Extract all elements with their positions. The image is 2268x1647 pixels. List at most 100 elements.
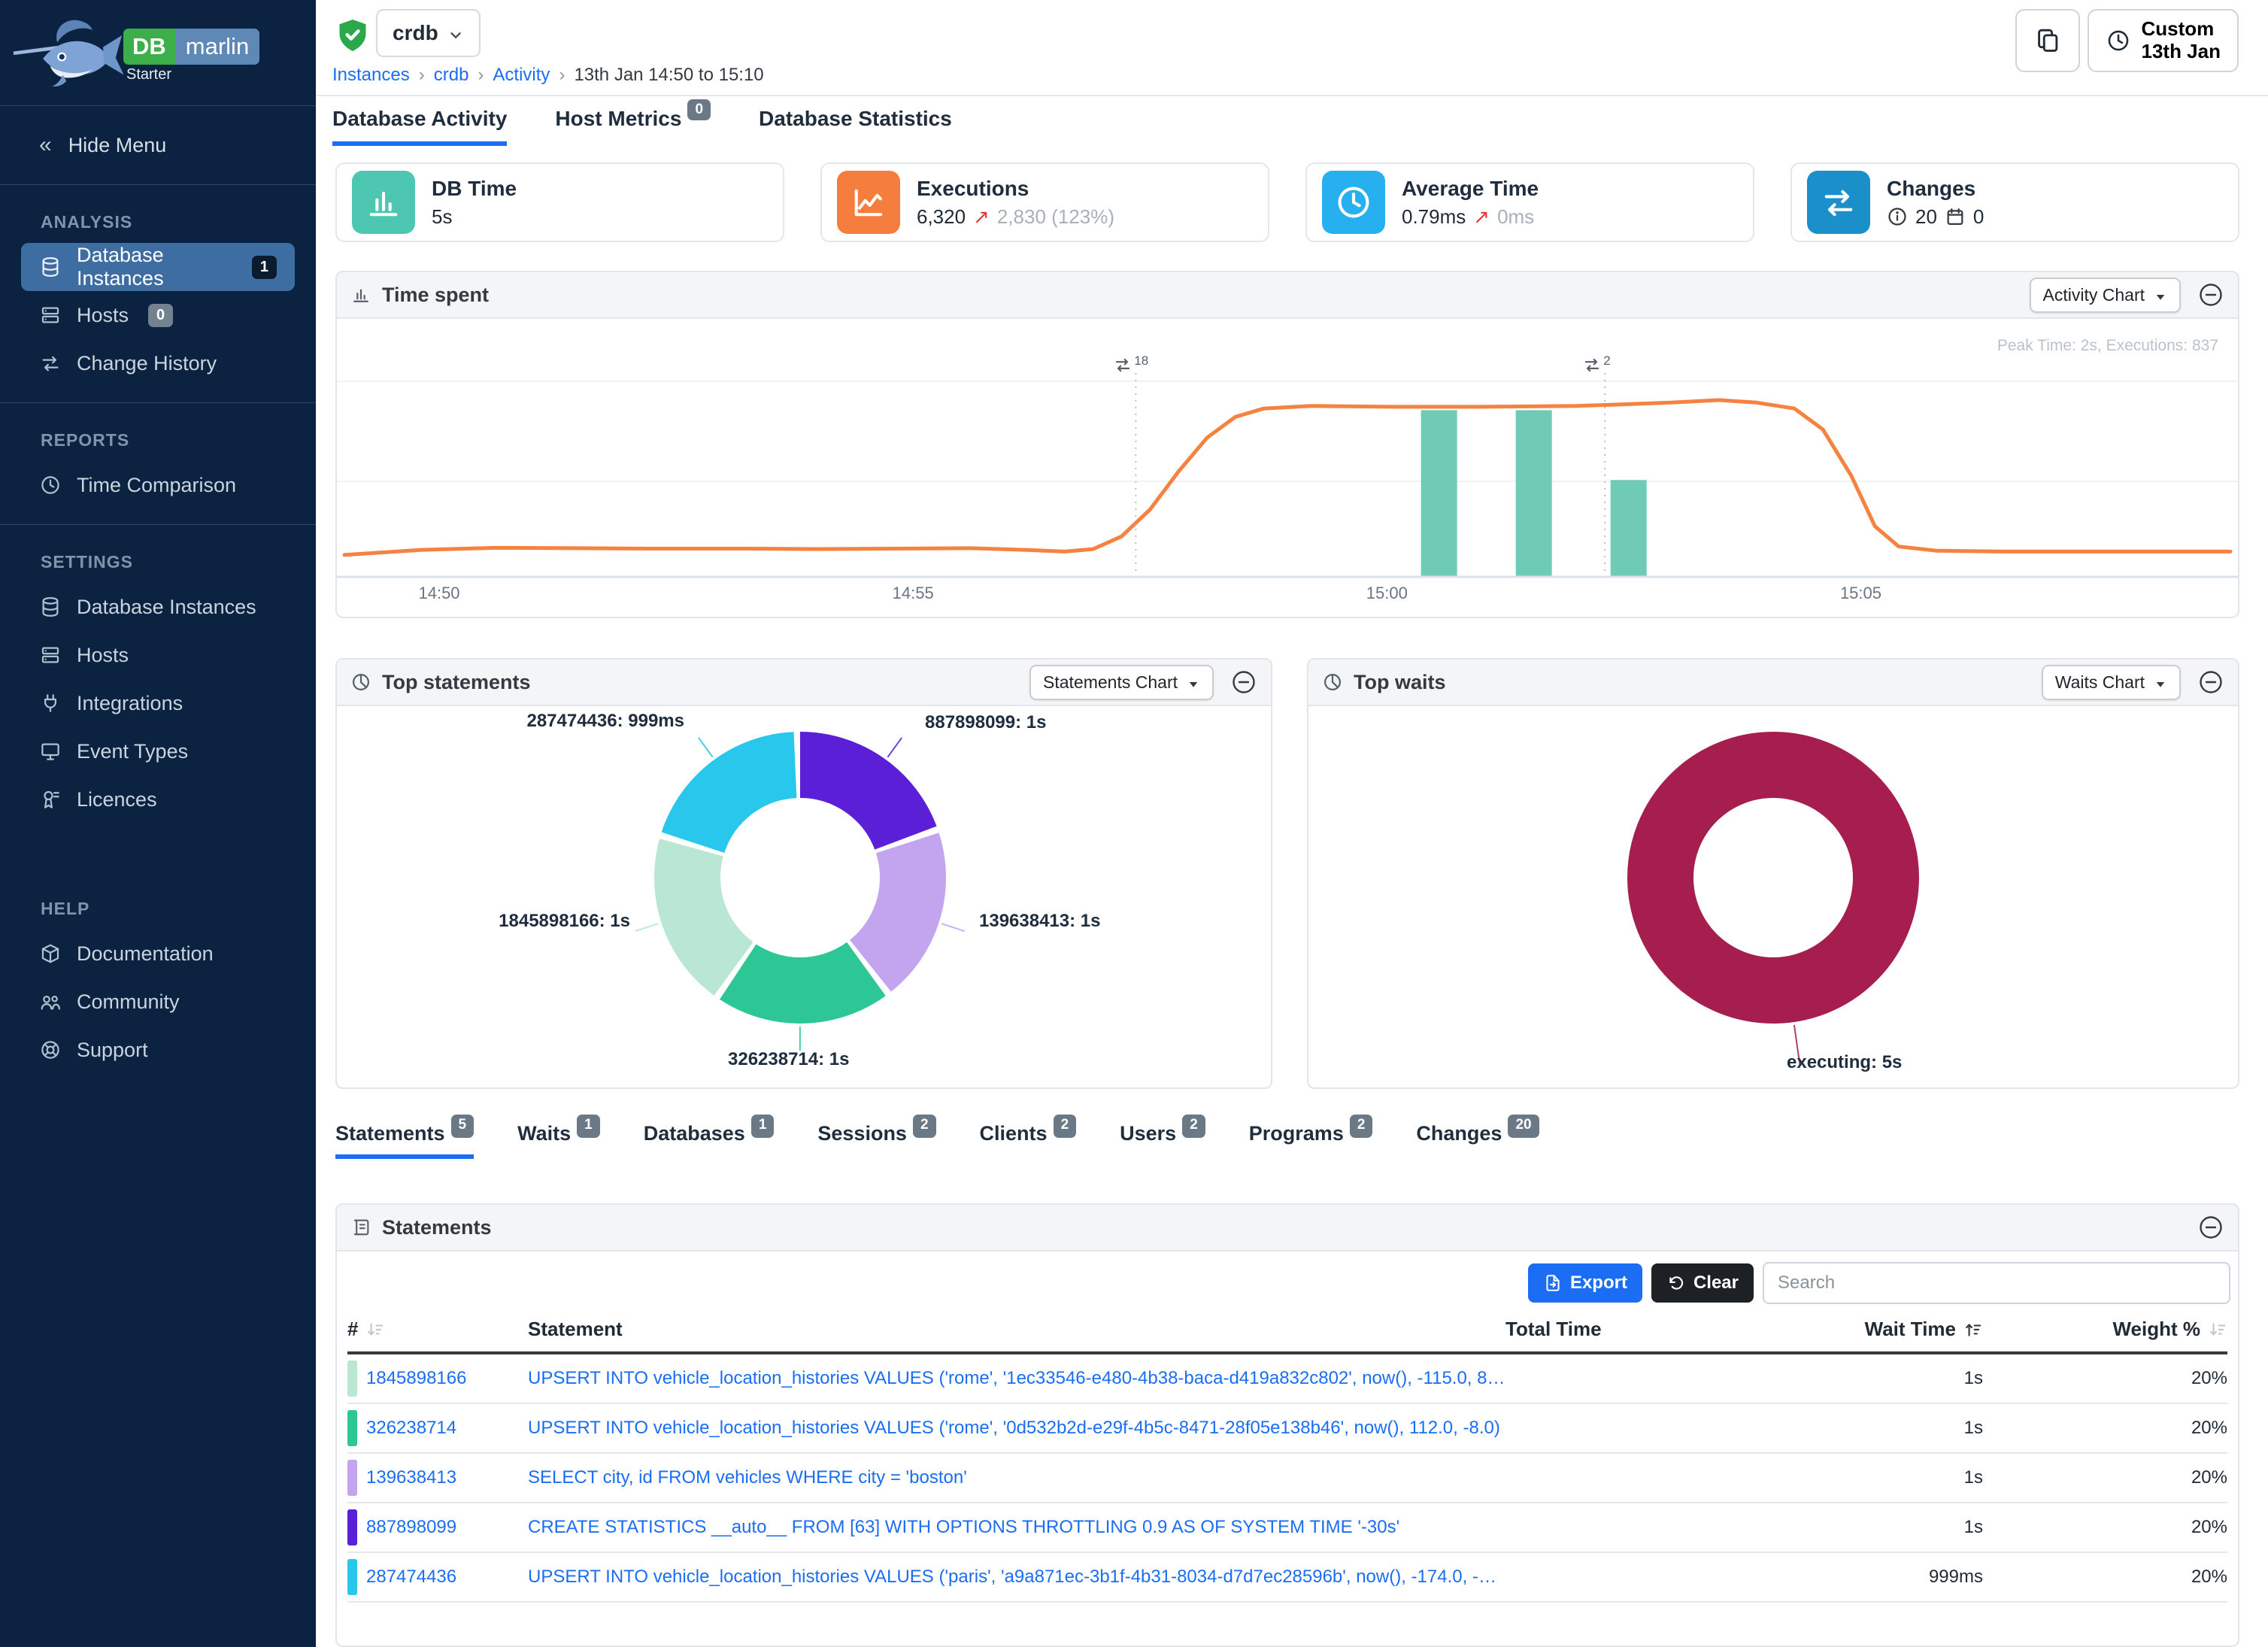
sidebar-item-event-types[interactable]: Event Types	[21, 727, 295, 775]
collapse-panel-icon[interactable]	[1230, 669, 1257, 696]
wait-time-value: 1s	[1963, 1517, 1983, 1537]
donut-segment-label: 1845898166: 1s	[499, 911, 630, 931]
sidebar-item-change-history[interactable]: Change History	[21, 339, 295, 387]
change-annotation[interactable]: 18	[1113, 353, 1149, 375]
tab-statements[interactable]: Statements 5	[335, 1115, 475, 1159]
count-badge: 20	[1508, 1115, 1539, 1138]
time-spent-chart[interactable]: Peak Time: 2s, Executions: 837 14:50 14:5…	[337, 319, 2238, 617]
count-badge: 2	[1349, 1115, 1373, 1138]
tab-databases[interactable]: Databases 1	[644, 1115, 775, 1159]
copy-icon	[2033, 26, 2062, 55]
statement-color-bar	[347, 1460, 357, 1496]
weight-value: 20%	[2191, 1467, 2227, 1488]
sidebar-item-hosts[interactable]: Hosts 0	[21, 291, 295, 339]
logo-marlin: marlin	[174, 29, 260, 65]
average-time-value: 0.79ms	[1402, 205, 1466, 228]
export-button[interactable]: Export	[1527, 1263, 1642, 1303]
sidebar-item-database-instances[interactable]: Database Instances	[21, 583, 295, 631]
panel-title: Top statements	[382, 670, 531, 693]
panel-title: Statements	[382, 1215, 492, 1239]
kpi-cards: DB Time 5s Executions 6,320 ↗ 2,830 (123…	[335, 162, 2239, 242]
tab-sessions[interactable]: Sessions 2	[817, 1115, 936, 1159]
statement-color-bar	[347, 1509, 357, 1545]
statement-id-link[interactable]: 1845898166	[366, 1368, 467, 1388]
col-num[interactable]: #	[347, 1318, 528, 1341]
executions-value: 6,320	[917, 205, 966, 228]
average-time-delta: 0ms	[1497, 205, 1535, 228]
changes-info-count: 20	[1915, 205, 1937, 228]
breadcrumb-crdb[interactable]: crdb	[433, 65, 469, 85]
wait-time-value: 999ms	[1928, 1567, 1983, 1587]
secondary-tabs: Statements 5 Waits 1 Databases 1 Sessions 2 Clie…	[335, 1115, 1539, 1159]
search-input[interactable]	[1763, 1262, 2230, 1304]
sidebar-item-hosts[interactable]: Hosts	[21, 631, 295, 679]
sidebar-item-database-instances[interactable]: Database Instances 1	[21, 243, 295, 291]
tab-clients[interactable]: Clients 2	[980, 1115, 1077, 1159]
scroll-icon	[350, 1217, 371, 1238]
donut-segment-label: 326238714: 1s	[728, 1049, 850, 1069]
count-badge: 1	[577, 1115, 600, 1138]
tab-changes[interactable]: Changes 20	[1416, 1115, 1539, 1159]
clock-icon	[39, 474, 62, 496]
collapse-panel-icon[interactable]	[2197, 1214, 2224, 1241]
sidebar-item-licences[interactable]: Licences	[21, 775, 295, 824]
statement-sql-link[interactable]: SELECT city, id FROM vehicles WHERE city…	[528, 1467, 967, 1488]
count-badge: 2	[1182, 1115, 1205, 1138]
change-annotation[interactable]: 2	[1582, 353, 1611, 375]
tab-users[interactable]: Users 2	[1120, 1115, 1205, 1159]
clear-button[interactable]: Clear	[1651, 1263, 1754, 1303]
sidebar-item-integrations[interactable]: Integrations	[21, 679, 295, 727]
statement-sql-link[interactable]: UPSERT INTO vehicle_location_histories V…	[528, 1418, 1500, 1438]
info-icon	[1887, 206, 1908, 227]
weight-value: 20%	[2191, 1368, 2227, 1388]
panel-title: Top waits	[1354, 670, 1446, 693]
sidebar-item-community[interactable]: Community	[21, 978, 295, 1026]
statement-id-link[interactable]: 326238714	[366, 1418, 457, 1438]
sidebar-section: SETTINGS Database Instances Hosts Integrati…	[0, 525, 316, 839]
kpi-executions: Executions 6,320 ↗ 2,830 (123%)	[820, 162, 1269, 242]
statement-id-link[interactable]: 139638413	[366, 1467, 457, 1488]
statement-sql-link[interactable]: UPSERT INTO vehicle_location_histories V…	[528, 1567, 1505, 1587]
annotation-count: 18	[1134, 353, 1149, 368]
tab-database-statistics[interactable]: Database Statistics	[759, 107, 952, 130]
statement-sql-link[interactable]: CREATE STATISTICS __auto__ FROM [63] WIT…	[528, 1517, 1400, 1537]
sidebar-item-documentation[interactable]: Documentation	[21, 930, 295, 978]
tab-database-activity[interactable]: Database Activity	[332, 107, 508, 146]
breadcrumb: Instances › crdb › Activity › 13th Jan 14:5…	[332, 65, 764, 85]
time-range-button[interactable]: Custom 13th Jan	[2087, 9, 2239, 72]
table-row: 1845898166 UPSERT INTO vehicle_location_h…	[347, 1354, 2227, 1404]
time-spent-panel: Time spent Activity Chart Peak Time: 2s,…	[335, 271, 2239, 618]
x-axis-label: 15:05	[1839, 584, 1881, 602]
health-shield-icon	[337, 18, 368, 53]
chevrons-left-icon: «	[39, 132, 52, 157]
col-wait-time[interactable]: Wait Time	[1645, 1318, 1983, 1341]
instance-selector[interactable]: crdb	[376, 9, 481, 57]
statement-sql-link[interactable]: UPSERT INTO vehicle_location_histories V…	[528, 1368, 1505, 1388]
breadcrumb-activity[interactable]: Activity	[493, 65, 550, 85]
tab-host-metrics[interactable]: Host Metrics 0	[555, 99, 711, 146]
trend-up-icon: ↗	[973, 205, 990, 228]
divider	[0, 184, 316, 185]
tab-programs[interactable]: Programs 2	[1249, 1115, 1373, 1159]
sidebar-nav: ANALYSIS Database Instances 1 Hosts 0 Change …	[0, 185, 316, 1089]
activity-chart-selector[interactable]: Activity Chart	[2029, 277, 2181, 313]
donut-segment-label: 139638413: 1s	[979, 911, 1101, 931]
col-statement[interactable]: Statement	[528, 1318, 623, 1340]
sidebar-section-label: HELP	[41, 899, 90, 918]
sidebar-section: HELP Documentation Community Support	[0, 872, 316, 1089]
tab-waits[interactable]: Waits 1	[517, 1115, 600, 1159]
statement-id-link[interactable]: 887898099	[366, 1517, 457, 1537]
collapse-panel-icon[interactable]	[2197, 281, 2224, 308]
activity-line-chart	[337, 373, 2238, 578]
copy-link-button[interactable]	[2015, 9, 2080, 72]
hide-menu-button[interactable]: « Hide Menu	[39, 132, 167, 157]
breadcrumb-instances[interactable]: Instances	[332, 65, 410, 85]
statement-id-link[interactable]: 287474436	[366, 1567, 457, 1587]
waits-chart-selector[interactable]: Waits Chart	[2041, 664, 2181, 700]
statements-chart-selector[interactable]: Statements Chart	[1029, 664, 1214, 700]
collapse-panel-icon[interactable]	[2197, 669, 2224, 696]
sidebar-item-support[interactable]: Support	[21, 1026, 295, 1074]
sidebar-item-time-comparison[interactable]: Time Comparison	[21, 461, 295, 509]
col-total-time[interactable]: Total Time	[1505, 1318, 1602, 1340]
col-weight[interactable]: Weight %	[1983, 1318, 2227, 1341]
